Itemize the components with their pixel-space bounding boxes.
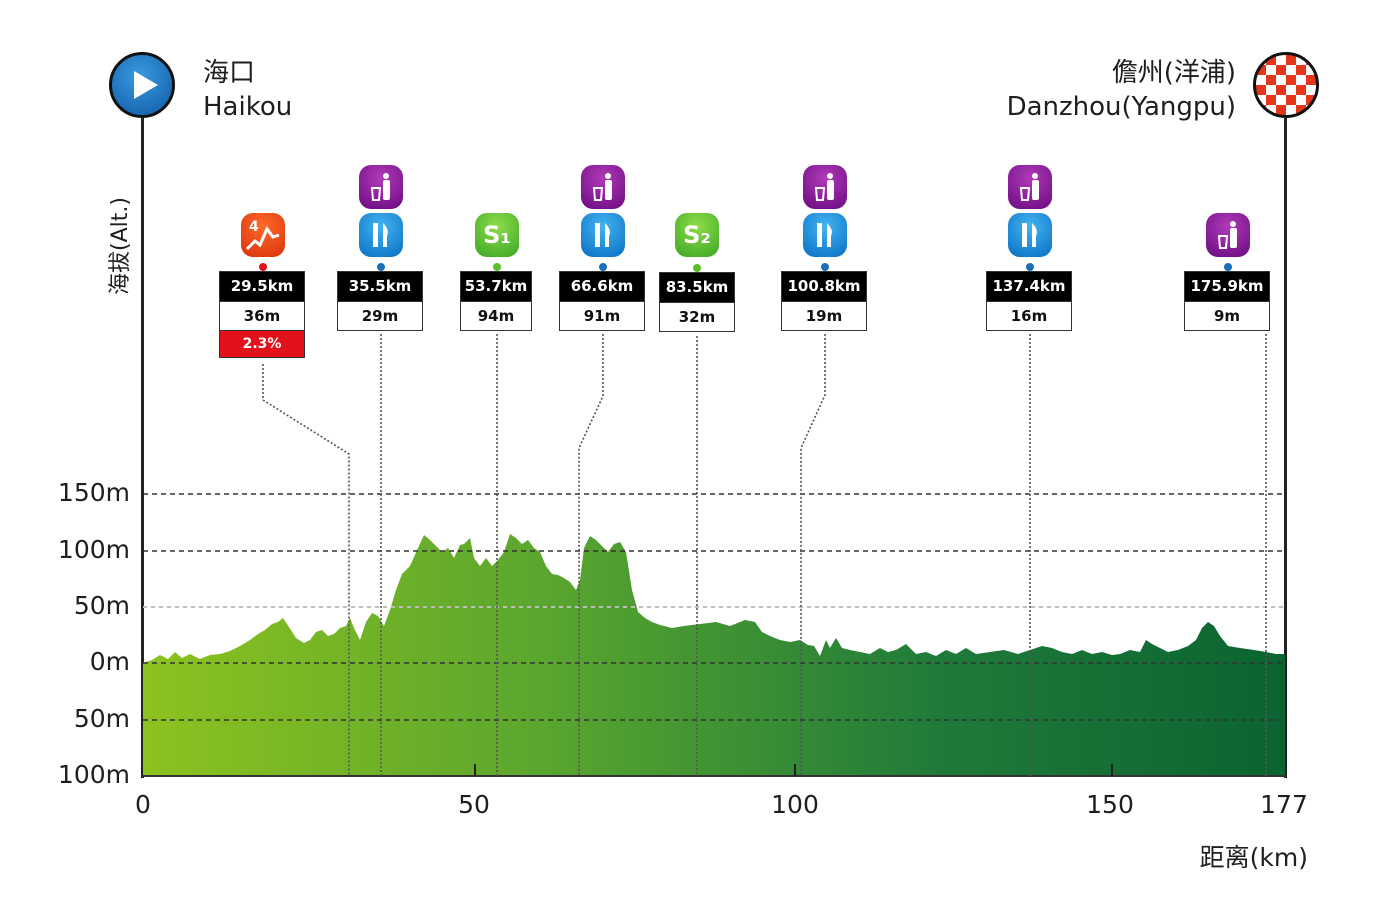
sprint-s1-icon: S₁ <box>475 213 519 257</box>
trash-zone-icon <box>359 165 403 209</box>
point-dot <box>821 263 829 271</box>
y-tick-150: 150m <box>57 478 130 507</box>
x-tick-177: 177 <box>1260 790 1308 819</box>
finish-city: 儋州(洋浦) Danzhou(Yangpu) <box>1007 56 1236 124</box>
waypoint-grade: 2.3% <box>220 330 304 357</box>
leader-lines <box>262 334 1267 776</box>
y-tick-50: 50m <box>73 591 130 620</box>
elevation-area <box>143 534 1285 776</box>
waypoint-box: 137.4km 16m <box>986 271 1072 331</box>
grid-lines <box>143 493 1285 721</box>
waypoint-km: 137.4km <box>987 272 1071 301</box>
point-dot <box>599 263 607 271</box>
waypoint-alt: 19m <box>782 301 866 330</box>
y-tick-0: 0m <box>89 647 130 676</box>
waypoint-alt: 32m <box>660 302 734 331</box>
waypoint-box: 29.5km 36m 2.3% <box>219 271 305 358</box>
waypoint-box: 83.5km 32m <box>659 272 735 332</box>
x-tick-50: 50 <box>458 790 490 819</box>
waypoint-km: 83.5km <box>660 273 734 302</box>
waypoint-alt: 36m <box>220 301 304 330</box>
start-pole <box>141 118 144 778</box>
point-dot <box>493 263 501 271</box>
finish-city-cn: 儋州(洋浦) <box>1111 58 1236 88</box>
point-dot <box>1224 263 1232 271</box>
feed-zone-icon <box>581 213 625 257</box>
waypoint-km: 29.5km <box>220 272 304 301</box>
x-tick-0: 0 <box>135 790 151 819</box>
feed-zone-icon <box>359 213 403 257</box>
waypoint-alt: 29m <box>338 301 422 330</box>
waypoint-box: 53.7km 94m <box>460 271 532 331</box>
start-city-en: Haikou <box>203 92 293 122</box>
x-axis-label: 距离(km) <box>1199 843 1308 872</box>
svg-text:4: 4 <box>249 219 259 235</box>
play-start-icon <box>134 71 158 99</box>
trash-zone-icon <box>1008 165 1052 209</box>
start-city: 海口 Haikou <box>203 56 292 124</box>
waypoint-alt: 91m <box>560 301 644 330</box>
finish-city-en: Danzhou(Yangpu) <box>1006 92 1236 122</box>
waypoint-km: 100.8km <box>782 272 866 301</box>
feed-zone-icon <box>803 213 847 257</box>
waypoint-box: 66.6km 91m <box>559 271 645 331</box>
finish-marker-icon <box>1253 52 1319 118</box>
waypoint-km: 53.7km <box>461 272 531 301</box>
waypoint-km: 35.5km <box>338 272 422 301</box>
feed-zone-icon <box>1008 213 1052 257</box>
waypoint-box: 175.9km 9m <box>1184 271 1270 331</box>
point-dot <box>377 263 385 271</box>
waypoint-box: 35.5km 29m <box>337 271 423 331</box>
sprint-s2-icon: S₂ <box>675 213 719 257</box>
finish-pole <box>1284 118 1287 778</box>
start-marker-icon <box>109 52 175 118</box>
x-ticks <box>474 764 1113 776</box>
trash-zone-icon <box>1206 213 1250 257</box>
trash-zone-icon <box>581 165 625 209</box>
waypoint-alt: 9m <box>1185 301 1269 330</box>
y-tick-neg100: 100m <box>57 760 130 789</box>
y-tick-100: 100m <box>57 535 130 564</box>
start-city-cn: 海口 <box>203 58 256 88</box>
waypoint-alt: 94m <box>461 301 531 330</box>
waypoint-alt: 16m <box>987 301 1071 330</box>
point-dot <box>259 263 267 271</box>
point-dot <box>693 264 701 272</box>
trash-zone-icon <box>803 165 847 209</box>
climb-cat4-icon: 4 <box>241 213 285 257</box>
waypoint-km: 175.9km <box>1185 272 1269 301</box>
waypoint-box: 100.8km 19m <box>781 271 867 331</box>
y-tick-neg50: 50m <box>73 704 130 733</box>
x-tick-100: 100 <box>771 790 819 819</box>
point-dot <box>1026 263 1034 271</box>
x-tick-150: 150 <box>1086 790 1134 819</box>
waypoint-km: 66.6km <box>560 272 644 301</box>
